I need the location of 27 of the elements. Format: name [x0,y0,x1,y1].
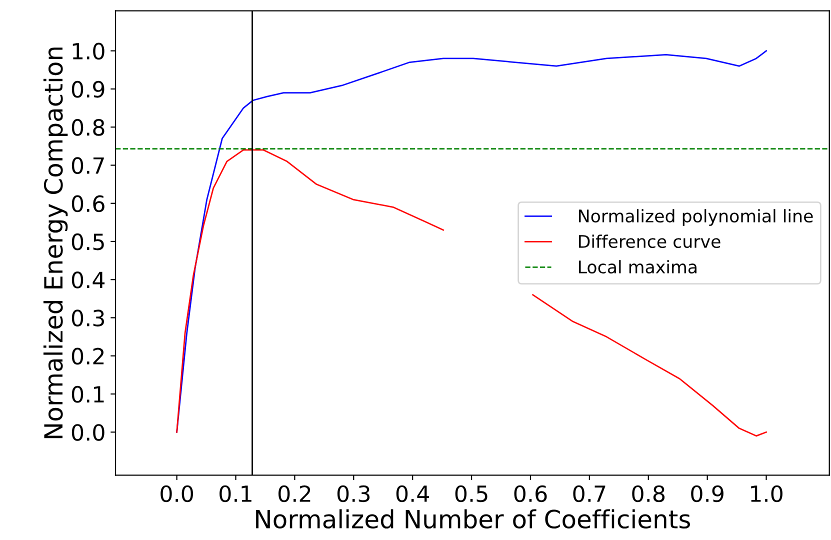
x-tick-label: 0.7 [573,485,606,502]
y-tick-label: 0.9 [72,80,104,98]
x-tick-label: 0.2 [278,485,310,502]
x-tick-label: 0.3 [337,485,370,502]
x-tick-label: 0.6 [514,485,547,502]
x-tick-label: 0.1 [220,485,252,502]
x-tick-label: 0.9 [691,485,724,502]
x-tick-label: 1.0 [751,485,782,502]
y-tick-label: 0.6 [72,195,104,212]
legend-label: Normalized polynomial line [579,209,813,226]
y-tick-label: 0.2 [72,348,104,365]
legend-label: Local maxima [579,260,696,274]
y-tick-label: 0.5 [72,233,104,250]
x-tick-label: 0.8 [632,485,665,502]
y-tick-label: 0.7 [72,157,104,174]
x-tick-label: 0.5 [455,485,488,502]
legend-label: Difference curve [579,234,720,248]
y-tick-label: 0.4 [72,272,105,288]
y-tick-label: 1.0 [72,42,104,60]
y-axis-title: Normalized Energy Compaction [43,48,68,438]
x-tick-label: 0.0 [160,485,194,502]
y-tick-label: 0.0 [72,424,104,441]
y-tick-label: 0.8 [72,119,104,136]
x-axis-title: Normalized Number of Coefficients [256,509,690,529]
x-tick-label: 0.4 [396,485,430,502]
y-tick-label: 0.1 [72,386,104,403]
y-tick-label: 0.3 [72,310,104,326]
